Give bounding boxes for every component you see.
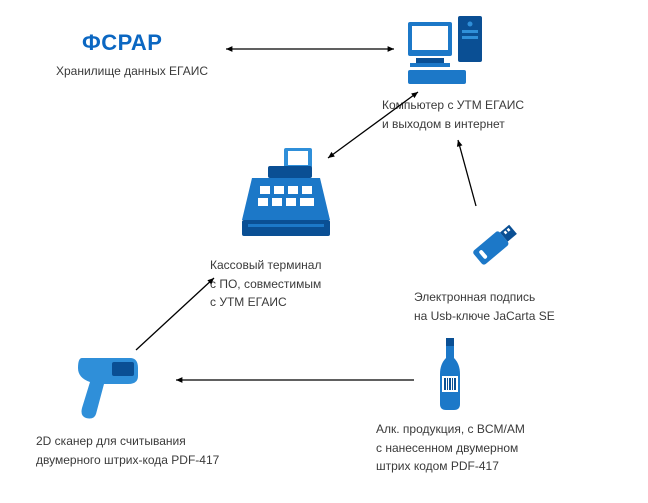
fsrar-title: ФСРАР xyxy=(82,30,162,56)
scanner-caption: 2D сканер для считывания двумерного штри… xyxy=(36,432,219,469)
usb-key-icon xyxy=(462,212,526,276)
node-usb xyxy=(462,212,526,276)
node-computer xyxy=(408,16,484,84)
barcode-scanner-icon xyxy=(72,350,142,420)
computer-icon xyxy=(408,16,484,84)
pos-caption: Кассовый терминал с ПО, совместимым с УТ… xyxy=(210,256,321,312)
bottle-caption: Алк. продукция, с BCM/AM с нанесенном дв… xyxy=(376,420,525,476)
node-fsrar: ФСРАР xyxy=(82,30,162,56)
fsrar-caption: Хранилище данных ЕГАИС xyxy=(56,62,208,81)
usb-caption: Электронная подпись на Usb-ключе JaCarta… xyxy=(414,288,555,325)
computer-caption: Компьютер с УТМ ЕГАИС и выходом в интерн… xyxy=(382,96,524,133)
cash-register-icon xyxy=(238,148,334,244)
bottle-icon xyxy=(432,338,468,410)
node-pos xyxy=(238,148,334,244)
node-scanner xyxy=(72,350,142,420)
node-bottle xyxy=(432,338,468,410)
